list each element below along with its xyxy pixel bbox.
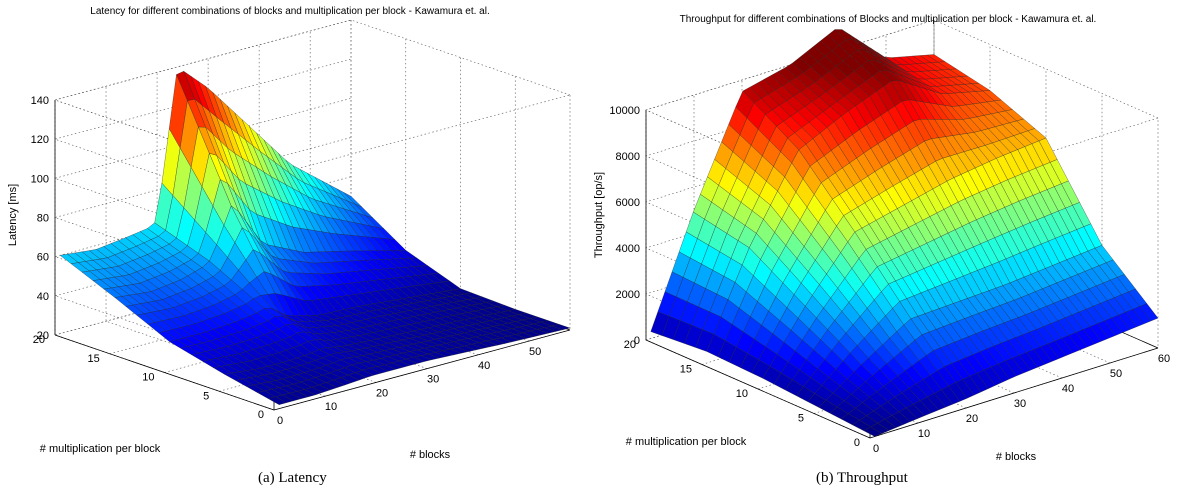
throughput-axis-line: [869, 347, 1159, 439]
latency-z-tick-label: 20: [37, 330, 49, 342]
throughput-y-tick-label: 0: [854, 437, 860, 449]
throughput-x-tick-label: 10: [918, 428, 930, 440]
latency-axis-line: [273, 329, 571, 411]
latency-box-edge: [350, 19, 571, 96]
latency-x-axis-label: # blocks: [410, 449, 451, 461]
latency-z-tick-label: 100: [31, 173, 49, 185]
latency-z-tick-label: 80: [37, 213, 49, 225]
throughput-chart-panel: 0 10 20 30 40 50 60 0 5 10 15 20 0 2000 4000 6000 8000 10…: [588, 0, 1183, 495]
throughput-x-tick-label: 0: [873, 443, 879, 455]
throughput-z-tick-label: 0: [634, 335, 640, 347]
throughput-y-tick-label: 5: [798, 413, 804, 425]
throughput-z-tick-label: 10000: [609, 105, 640, 117]
latency-y-tick-label: 15: [88, 353, 100, 365]
throughput-chart-title: Throughput for different combinations of…: [680, 14, 1097, 25]
latency-chart-panel: 0 10 20 30 40 50 0 5 10 15 20 20 40 60 80 100 120 140 # bl…: [0, 0, 585, 495]
throughput-surface-patch: [863, 426, 883, 437]
latency-chart-title: Latency for different combinations of bl…: [90, 6, 489, 17]
latency-z-tick-label: 120: [31, 134, 49, 146]
throughput-x-tick-label: 60: [1158, 353, 1170, 365]
latency-x-tick-label: 50: [529, 346, 541, 358]
latency-x-tick-label: 10: [325, 401, 337, 413]
throughput-surface: [650, 29, 1159, 437]
latency-y-tick-label: 0: [258, 409, 264, 421]
latency-box-edge: [54, 99, 275, 176]
latency-z-tick-label: 60: [37, 252, 49, 264]
throughput-caption: (b) Throughput: [816, 470, 908, 486]
throughput-z-axis-label: Throughput [op/s]: [593, 172, 605, 258]
throughput-z-tick-label: 6000: [616, 197, 640, 209]
throughput-x-tick-label: 40: [1062, 383, 1074, 395]
throughput-z-tick-label: 4000: [616, 243, 640, 255]
throughput-x-axis-label: # blocks: [996, 451, 1037, 463]
latency-y-axis-label: # multiplication per block: [40, 443, 161, 455]
throughput-surface-plot: 0102030405060051015200200040006000800010…: [593, 14, 1170, 463]
latency-axis-line: [54, 334, 275, 411]
latency-surface-patch: [267, 396, 287, 405]
latency-x-tick-label: 20: [376, 387, 388, 399]
throughput-axis-line: [645, 339, 871, 439]
latency-z-tick-label: 140: [31, 95, 49, 107]
throughput-y-axis-label: # multiplication per block: [626, 436, 747, 448]
throughput-x-tick-label: 50: [1110, 368, 1122, 380]
latency-x-tick-label: 30: [427, 374, 439, 386]
throughput-x-tick-label: 30: [1014, 398, 1026, 410]
latency-x-tick-label: 40: [478, 360, 490, 372]
throughput-y-tick-label: 20: [624, 339, 636, 351]
throughput-z-tick-label: 2000: [616, 289, 640, 301]
throughput-y-tick-label: 15: [680, 364, 692, 376]
latency-z-axis-label: Latency [ms]: [7, 184, 19, 246]
latency-z-tick-label: 40: [37, 291, 49, 303]
latency-y-tick-label: 5: [203, 390, 209, 402]
throughput-y-tick-label: 10: [736, 388, 748, 400]
latency-caption: (a) Latency: [258, 470, 327, 486]
latency-y-tick-label: 10: [142, 372, 154, 384]
throughput-x-tick-label: 20: [966, 413, 978, 425]
throughput-box-edge: [933, 19, 1159, 119]
latency-y-tick-label: 20: [33, 334, 45, 346]
throughput-z-tick-label: 8000: [616, 151, 640, 163]
latency-box-edge: [54, 19, 352, 101]
latency-surface: [59, 70, 571, 405]
throughput-labels: 0102030405060051015200200040006000800010…: [593, 14, 1170, 463]
latency-box-edge: [273, 94, 571, 176]
latency-x-tick-label: 0: [277, 415, 283, 427]
